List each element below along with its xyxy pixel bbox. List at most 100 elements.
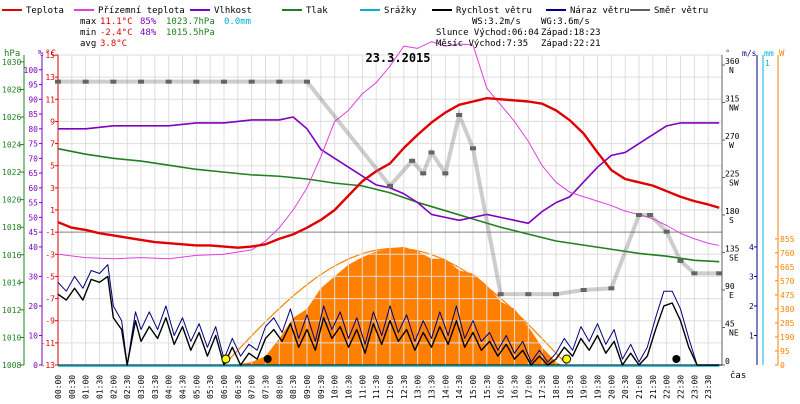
tick-label-humidity: 95 bbox=[28, 81, 38, 90]
tick-label-solar: 570 bbox=[780, 277, 795, 286]
tick-label-pressure: 1018 bbox=[2, 223, 21, 232]
tick-label-pressure: 1016 bbox=[2, 251, 21, 260]
wind-dir-point bbox=[456, 113, 463, 117]
unit-w: W bbox=[779, 49, 785, 59]
tick-label-temperature: -7 bbox=[45, 295, 55, 304]
tick-label-humidity: 45 bbox=[28, 228, 38, 237]
x-tick-label: 03:00 bbox=[137, 375, 146, 399]
legend-label: Přízemní teplota bbox=[98, 6, 185, 16]
x-tick-label: 16:30 bbox=[511, 375, 520, 399]
wind-dir-point bbox=[276, 79, 283, 84]
tick-label-temperature: 5 bbox=[50, 162, 55, 171]
x-tick-label: 00:00 bbox=[54, 375, 63, 399]
tick-label-humidity: 80 bbox=[28, 125, 38, 134]
sunset-marker bbox=[562, 354, 572, 364]
tick-label-solar: 285 bbox=[780, 319, 795, 328]
x-tick-label: 06:00 bbox=[220, 375, 229, 399]
tick-label-wind-dir-compass: NW bbox=[729, 104, 739, 113]
tick-label-solar: 380 bbox=[780, 305, 795, 314]
x-tick-label: 13:00 bbox=[414, 375, 423, 399]
tick-label-wind-dir: 135 bbox=[725, 245, 740, 254]
wind-dir-point bbox=[55, 79, 61, 84]
tick-label-humidity: 65 bbox=[28, 169, 38, 178]
x-tick-label: 20:00 bbox=[607, 375, 616, 399]
chart-title: 23.3.2015 bbox=[365, 51, 430, 65]
tick-label-wind-speed: 4 bbox=[749, 243, 754, 252]
x-tick-label: 09:00 bbox=[303, 375, 312, 399]
tick-label-humidity: 75 bbox=[28, 140, 38, 149]
tick-label-temperature: 3 bbox=[50, 184, 55, 193]
tick-label-humidity: 0 bbox=[33, 361, 38, 370]
tick-label-humidity: 40 bbox=[28, 243, 38, 252]
wind-dir-point bbox=[387, 183, 393, 188]
wind-dir-point bbox=[82, 79, 89, 84]
tick-label-wind-dir-compass: N bbox=[729, 66, 734, 75]
wind-dir-point bbox=[647, 213, 654, 217]
sunrise-marker bbox=[221, 354, 231, 364]
x-tick-label: 05:30 bbox=[206, 375, 215, 399]
solar-max-curve bbox=[223, 247, 568, 366]
tick-label-solar: 0 bbox=[780, 361, 785, 370]
x-tick-label: 03:30 bbox=[151, 375, 160, 399]
wind-dir-point bbox=[420, 171, 427, 176]
tick-label-humidity: 85 bbox=[28, 110, 38, 119]
wind-dir-point bbox=[636, 213, 642, 217]
tick-label-wind-dir: 0 bbox=[725, 357, 730, 366]
x-tick-label: 08:30 bbox=[289, 375, 298, 399]
tick-label-wind-dir: 315 bbox=[725, 95, 740, 104]
tick-label-wind-dir-compass: S bbox=[729, 216, 734, 225]
tick-label-solar: 665 bbox=[780, 263, 795, 272]
x-tick-label: 22:00 bbox=[663, 375, 672, 399]
x-tick-label: 12:00 bbox=[386, 375, 395, 399]
info-sunrise: Slunce Východ:06:04 bbox=[436, 28, 539, 38]
series-temperature bbox=[57, 96, 720, 249]
info-wg: WG:3.6m/s bbox=[541, 17, 590, 27]
tick-label-humidity: 90 bbox=[28, 95, 38, 104]
x-tick-label: 18:00 bbox=[552, 375, 561, 399]
series-ground-temp bbox=[57, 41, 720, 260]
wind-dir-point bbox=[193, 79, 200, 84]
x-tick-label: 01:00 bbox=[82, 375, 91, 399]
stat-max-temp: 11.1°C bbox=[100, 17, 133, 27]
tick-label-humidity: 100 bbox=[24, 66, 39, 75]
x-tick-label: 07:30 bbox=[262, 375, 271, 399]
moonset-marker bbox=[672, 355, 681, 363]
stat-max-rain: 0.0mm bbox=[224, 17, 251, 27]
legend-label: Srážky bbox=[384, 6, 417, 16]
wind-dir-point bbox=[525, 292, 532, 297]
x-tick-label: 05:00 bbox=[192, 375, 201, 399]
info-moonset: Západ:22:21 bbox=[541, 39, 601, 49]
tick-label-humidity: 55 bbox=[28, 199, 38, 208]
tick-label-pressure: 1020 bbox=[2, 196, 21, 205]
x-tick-label: 16:00 bbox=[497, 375, 506, 399]
tick-label-wind-dir-compass: NE bbox=[729, 329, 739, 338]
tick-label-rain: 1 bbox=[765, 59, 770, 68]
wind-dir-point bbox=[580, 288, 587, 292]
wind-dir-point bbox=[470, 146, 476, 151]
x-tick-label: 14:00 bbox=[441, 375, 450, 399]
tick-label-pressure: 1026 bbox=[2, 113, 21, 122]
series-pressure bbox=[57, 147, 720, 263]
legend-label: Teplota bbox=[26, 6, 64, 16]
x-tick-label: 02:30 bbox=[123, 375, 132, 399]
x-tick-label: 07:00 bbox=[248, 375, 257, 399]
tick-label-wind-speed: 1 bbox=[749, 331, 754, 340]
tick-label-solar: 190 bbox=[780, 333, 795, 342]
tick-label-solar: 95 bbox=[780, 347, 790, 356]
wind-dir-point bbox=[442, 171, 449, 176]
wind-dir-point bbox=[221, 79, 227, 84]
x-tick-label: 10:00 bbox=[331, 375, 340, 399]
tick-label-solar: 475 bbox=[780, 291, 795, 300]
tick-label-wind-dir: 180 bbox=[725, 207, 740, 216]
tick-label-pressure: 1028 bbox=[2, 85, 21, 94]
tick-label-pressure: 1014 bbox=[2, 278, 21, 287]
stat-max-label: max bbox=[80, 17, 97, 27]
stat-min-hum: 48% bbox=[140, 28, 157, 38]
unit-ms: m/s bbox=[742, 49, 757, 58]
stat-avg-temp: 3.8°C bbox=[100, 39, 127, 49]
x-tick-label: 23:00 bbox=[690, 375, 699, 399]
series-wind-dir bbox=[58, 79, 720, 297]
tick-label-wind-speed: 3 bbox=[749, 272, 754, 281]
